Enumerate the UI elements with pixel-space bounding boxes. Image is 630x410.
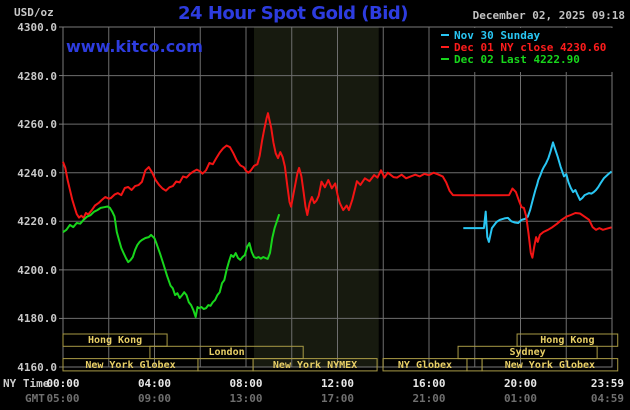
page-title: 24 Hour Spot Gold (Bid)	[178, 3, 408, 24]
legend-item-label: Dec 02 Last 4222.90	[454, 52, 580, 66]
plot-border	[62, 26, 613, 368]
ny-time-tick: 20:00	[503, 377, 538, 390]
session-box	[481, 358, 619, 372]
y-axis-unit-label: USD/oz	[14, 6, 54, 19]
series-dec02-line	[62, 205, 281, 318]
legend-item: Dec 01 NY close 4230.60	[441, 40, 607, 54]
ny-time-tick: 08:00	[229, 377, 263, 390]
timestamp: December 02, 2025 09:18	[472, 9, 625, 22]
session-label: New York Globex	[504, 359, 596, 371]
gmt-time-tick: 17:00	[320, 392, 355, 405]
legend-dash-swatch	[441, 46, 449, 48]
session-label: New York Globex	[85, 359, 176, 371]
session-label: London	[208, 347, 245, 359]
gmt-time-tick: 04:59	[590, 392, 624, 405]
ny-time-tick: 00:00	[46, 377, 80, 390]
gmt-time-tick: 09:00	[137, 392, 172, 405]
kitco-watermark-link[interactable]: www.kitco.com	[66, 37, 203, 56]
ny-time-tick: 04:00	[137, 377, 172, 390]
legend-item: Nov 30 Sunday	[441, 28, 541, 42]
session-label: New York NYMEX	[272, 359, 358, 371]
legend-dash-swatch	[441, 34, 449, 36]
ny-time-tick: 12:00	[320, 377, 355, 390]
session-label: Hong Kong	[87, 335, 143, 346]
y-tick-label: 4300.0	[17, 21, 57, 34]
gmt-time-tick: 01:00	[503, 392, 538, 405]
session-box	[197, 358, 254, 372]
gmt-time-tick: 21:00	[412, 392, 446, 405]
legend-dash-swatch	[441, 58, 449, 60]
y-tick-label: 4260.0	[17, 118, 57, 132]
gmt-time-tick: 13:00	[229, 392, 263, 405]
legend-item-label: Dec 01 NY close 4230.60	[454, 40, 607, 54]
ny-time-axis-label: NY Time	[3, 377, 50, 390]
gmt-time-tick: 05:00	[46, 392, 80, 405]
legend-item-label: Nov 30 Sunday	[454, 28, 541, 42]
session-label: NY Globex	[397, 359, 453, 371]
nymex-session-band	[254, 27, 379, 367]
gmt-axis-label: GMT	[25, 392, 45, 405]
y-tick-label: 4160.0	[17, 361, 57, 374]
y-tick-label: 4280.0	[17, 69, 57, 83]
series-dec01-line	[62, 112, 612, 259]
ny-time-tick: 16:00	[412, 377, 446, 390]
y-tick-label: 4180.0	[17, 312, 57, 326]
ny-time-tick: 23:59	[590, 377, 624, 390]
session-box	[252, 358, 378, 372]
series-nov30-line	[463, 141, 613, 243]
legend-backdrop	[437, 28, 630, 72]
y-tick-label: 4240.0	[17, 166, 57, 180]
session-label: Hong Kong	[540, 335, 595, 346]
y-tick-label: 4220.0	[17, 215, 57, 229]
legend-item: Dec 02 Last 4222.90	[441, 52, 580, 66]
y-tick-label: 4200.0	[17, 263, 57, 277]
session-box	[62, 333, 168, 347]
session-label: Sydney	[509, 347, 546, 359]
